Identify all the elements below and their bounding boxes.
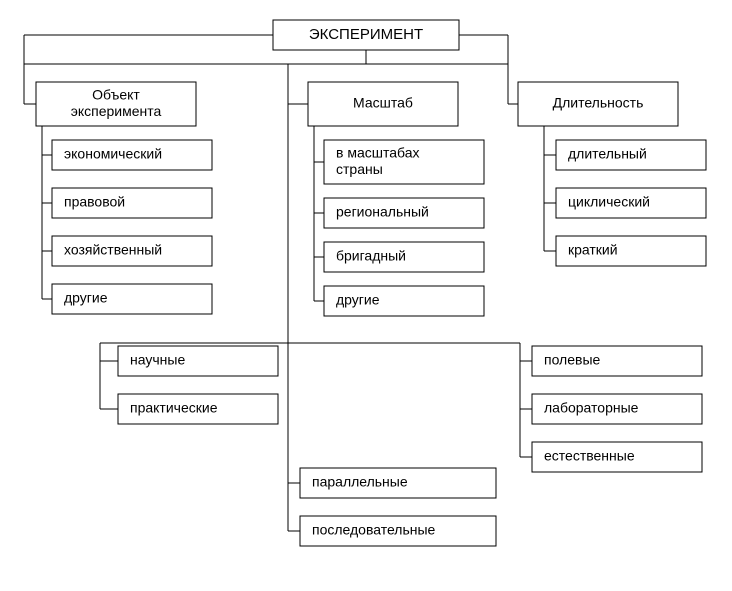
scale-item-3-label: другие [336,292,380,308]
object-item-2-label: хозяйственный [64,242,162,258]
group2-item-1-label: последовательные [312,522,436,538]
object-item-1-label: правовой [64,194,125,210]
group3-item-0-label: полевые [544,352,601,368]
category-scale-label: Масштаб [353,95,413,111]
group1-item-0-label: научные [130,352,185,368]
group2-item-0-label: параллельные [312,474,408,490]
duration-item-0-label: длительный [568,146,647,162]
object-item-3-label: другие [64,290,108,306]
category-duration-label: Длительность [553,95,644,111]
object-item-0-label: экономический [64,146,162,162]
duration-item-1-label: циклический [568,194,650,210]
scale-item-1-label: региональный [336,204,429,220]
group1-item-1-label: практические [130,400,218,416]
duration-item-2-label: краткий [568,242,618,258]
root-label: ЭКСПЕРИМЕНТ [309,26,423,43]
scale-item-2-label: бригадный [336,248,406,264]
group3-item-2-label: естественные [544,448,635,464]
group3-item-1-label: лабораторные [544,400,639,416]
